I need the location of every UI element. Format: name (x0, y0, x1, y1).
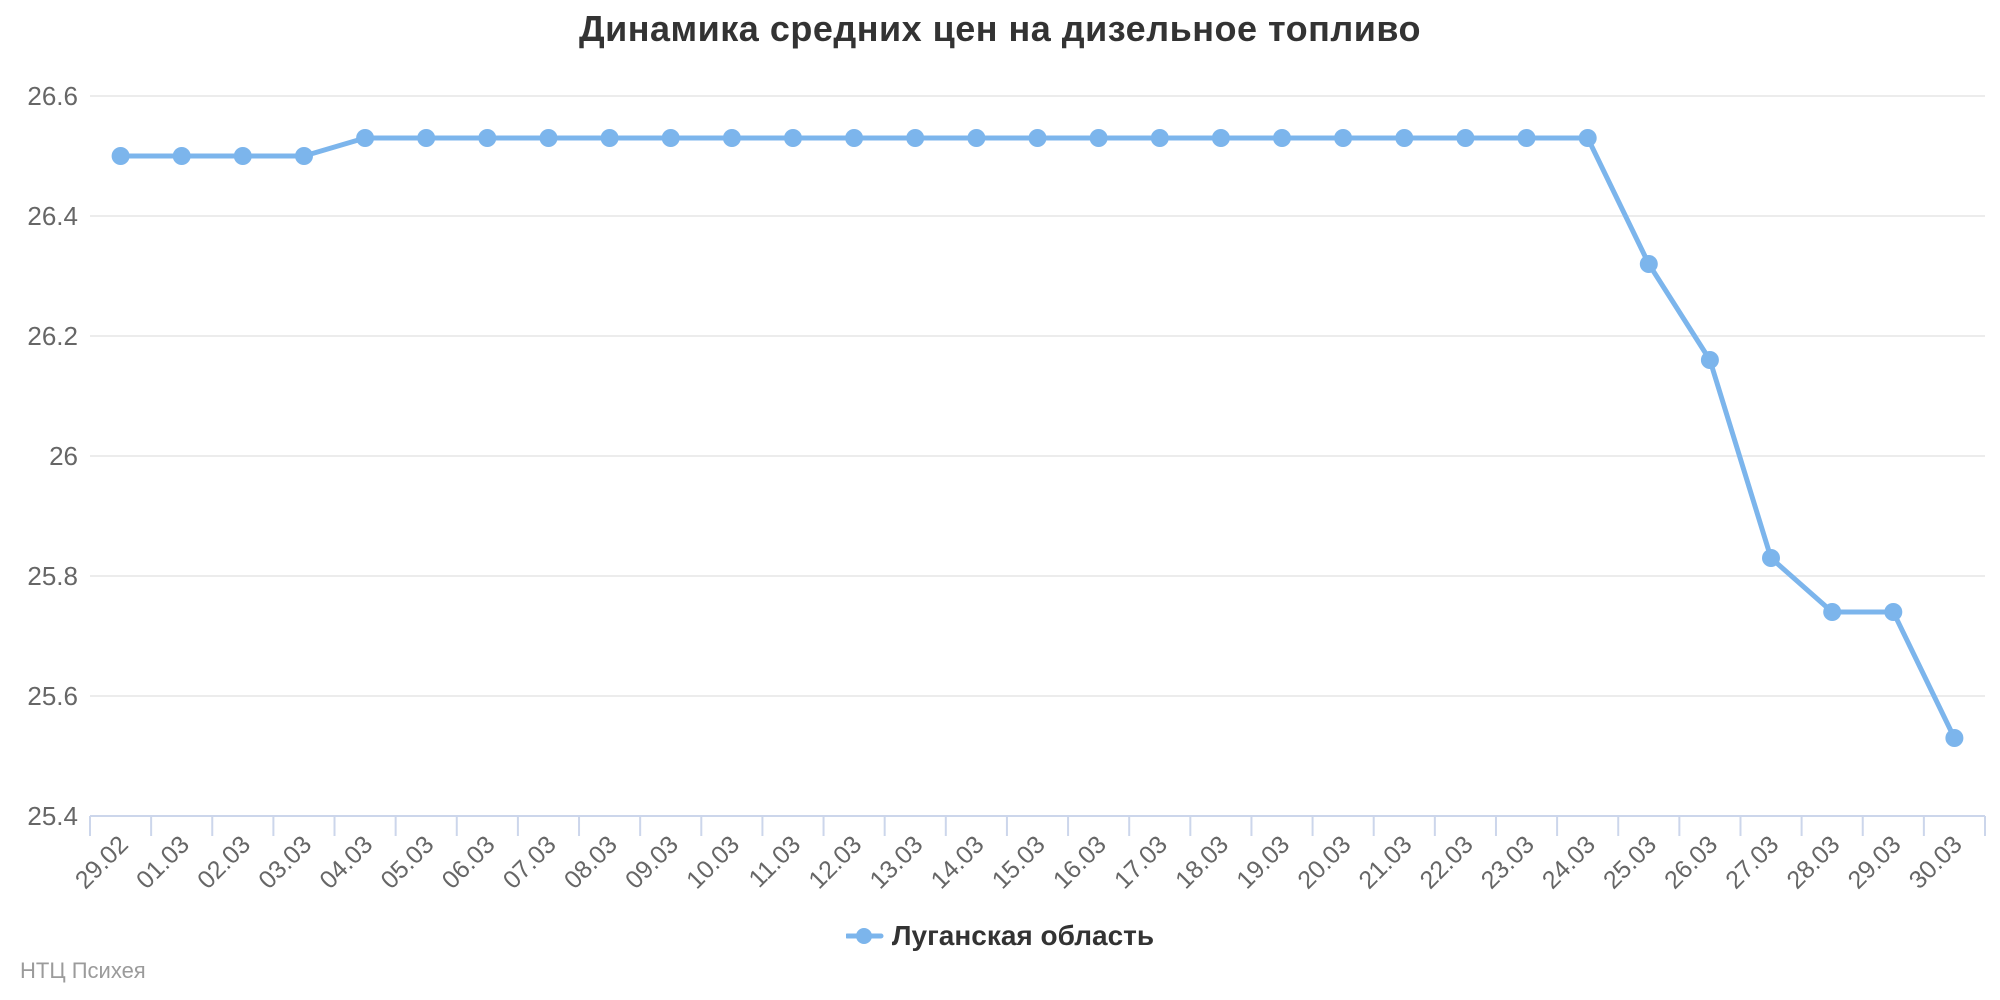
series-point[interactable] (1823, 603, 1842, 621)
x-axis-label: 22.03 (1415, 830, 1479, 894)
chart-title: Динамика средних цен на дизельное топлив… (578, 8, 1421, 49)
y-axis-label: 25.8 (27, 561, 78, 591)
series-point[interactable] (1517, 129, 1536, 147)
x-axis-label: 14.03 (926, 830, 990, 894)
x-axis-label: 03.03 (253, 830, 317, 894)
x-axis-label: 30.03 (1904, 830, 1968, 894)
x-axis-label: 09.03 (620, 830, 684, 894)
x-axis-label: 19.03 (1231, 830, 1295, 894)
y-axis-label: 26.4 (27, 201, 78, 231)
x-axis-label: 07.03 (498, 830, 562, 894)
x-axis-label: 11.03 (743, 830, 806, 893)
series-point[interactable] (295, 147, 313, 165)
x-axis-label: 20.03 (1292, 830, 1356, 894)
x-axis-label: 18.03 (1170, 830, 1234, 894)
series-point[interactable] (1089, 129, 1108, 147)
legend-line-marker-icon (845, 928, 884, 944)
series-point[interactable] (233, 147, 252, 165)
x-axis-label: 24.03 (1537, 830, 1601, 894)
series-point[interactable] (478, 129, 497, 147)
chart-credits: НТЦ Психея (20, 958, 146, 983)
y-axis-label: 26.6 (27, 81, 78, 111)
x-axis-label: 29.03 (1843, 830, 1907, 894)
series-point[interactable] (1456, 129, 1475, 147)
x-axis-label: 17.03 (1109, 830, 1173, 894)
series-point[interactable] (600, 129, 619, 147)
x-axis-label: 15.03 (987, 830, 1051, 894)
series-point[interactable] (1945, 729, 1964, 747)
x-axis-label: 08.03 (559, 830, 623, 894)
y-axis-label: 25.4 (27, 801, 78, 831)
series-point[interactable] (1639, 255, 1658, 273)
series-point[interactable] (845, 129, 864, 147)
x-axis-label: 06.03 (437, 830, 501, 894)
x-axis-label: 16.03 (1048, 830, 1112, 894)
x-axis-label: 05.03 (375, 830, 439, 894)
x-axis-label: 25.03 (1598, 830, 1662, 894)
series-line (118, 135, 1957, 741)
series-point[interactable] (417, 129, 436, 147)
x-axis-label: 04.03 (314, 830, 378, 894)
series-point[interactable] (1028, 129, 1047, 147)
series-point[interactable] (172, 147, 191, 165)
x-axis-label: 12.03 (803, 830, 867, 894)
y-axis-label: 25.6 (27, 681, 78, 711)
series-point[interactable] (356, 129, 375, 147)
series-point[interactable] (1150, 129, 1169, 147)
series-point[interactable] (906, 129, 925, 147)
legend-series-label: Луганская область (891, 920, 1155, 951)
x-axis-label: 01.03 (131, 830, 195, 894)
series-point[interactable] (1211, 129, 1230, 147)
series-point[interactable] (539, 129, 558, 147)
series-point[interactable] (661, 129, 680, 147)
x-axis-label: 02.03 (192, 830, 256, 894)
x-axis-label: 23.03 (1476, 830, 1540, 894)
series-point[interactable] (1762, 549, 1780, 567)
series-point[interactable] (1884, 603, 1903, 621)
legend: Луганская область (0, 920, 2000, 952)
x-axis-label: 10.03 (681, 830, 745, 894)
y-axis-label: 26.2 (27, 321, 78, 351)
x-axis-label: 13.03 (864, 830, 928, 894)
series-point[interactable] (784, 129, 802, 147)
series-point[interactable] (1273, 129, 1291, 147)
series-point[interactable] (1700, 351, 1719, 369)
x-axis-label: 26.03 (1659, 830, 1723, 894)
series-point[interactable] (967, 129, 986, 147)
x-axis-label: 28.03 (1781, 830, 1845, 894)
series-point[interactable] (1334, 129, 1353, 147)
x-axis-label: 27.03 (1720, 830, 1784, 894)
series-point[interactable] (1578, 129, 1597, 147)
legend-item-luhansk[interactable]: Луганская область (845, 920, 1155, 952)
series-point[interactable] (722, 129, 741, 147)
y-axis-label: 26 (49, 441, 78, 471)
series-point[interactable] (111, 147, 130, 165)
series-point[interactable] (1395, 129, 1414, 147)
x-axis-label: 29.02 (70, 830, 134, 894)
x-axis-label: 21.03 (1353, 830, 1417, 894)
